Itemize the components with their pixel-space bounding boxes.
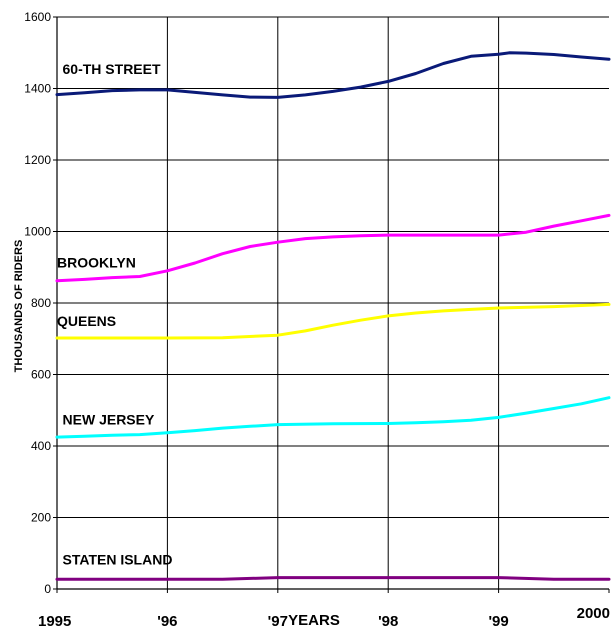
y-tick-label: 1400 [24,82,51,96]
y-tick-label: 200 [31,511,51,525]
y-tick-label: 1200 [24,153,51,167]
series-line-60-th-street [55,51,611,99]
series-line-new-jersey [55,396,611,439]
series-line-queens [55,302,611,340]
x-tick-label: '97 [268,613,288,630]
series-label: BROOKLYN [57,254,136,270]
y-tick-label: 400 [31,439,51,453]
series-lines [55,51,611,581]
x-tick-label: '98 [378,613,398,630]
series-label: NEW JERSEY [63,412,155,428]
y-tick-label: 0 [44,582,51,596]
y-axis-title: THOUSANDS OF RIDERS [13,240,25,373]
series-label: 60-TH STREET [63,61,161,77]
y-tick-label: 1600 [24,10,51,24]
y-tick-label: 600 [31,368,51,382]
x-tick-label: '99 [488,613,508,630]
series-line-brooklyn [55,213,611,283]
y-tick-label: 800 [31,296,51,310]
gridlines [57,16,609,589]
series-label: STATEN ISLAND [63,552,173,568]
x-axis-ticks: 1995 '96 '97 '98 '99 2000 [38,589,610,630]
x-axis-title: YEARS [288,612,340,629]
x-tick-label: 1995 [38,613,71,630]
y-axis-ticks: 0 200 400 600 800 1000 1200 1400 1600 [24,10,57,596]
series-labels: 60-TH STREET BROOKLYN QUEENS NEW JERSEY STAT… [57,61,172,567]
x-tick-label: 2000 [577,605,610,622]
y-tick-label: 1000 [24,225,51,239]
series-line-staten-island [55,576,611,581]
series-label: QUEENS [57,313,116,329]
x-tick-label: '96 [157,613,177,630]
